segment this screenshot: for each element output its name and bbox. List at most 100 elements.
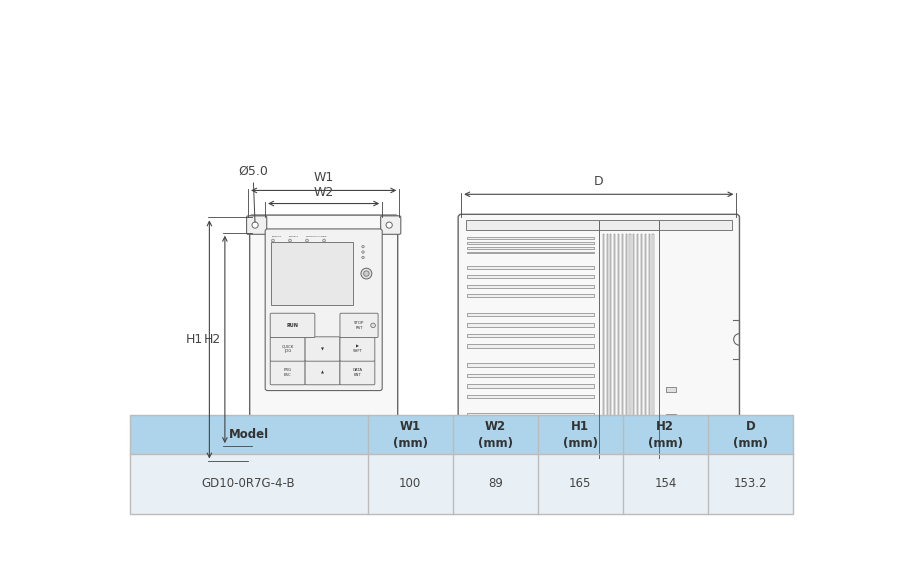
- Bar: [466, 220, 732, 230]
- Text: DATA
ENT: DATA ENT: [353, 369, 363, 377]
- Text: RUNNING: RUNNING: [272, 236, 282, 237]
- Circle shape: [252, 451, 258, 457]
- Bar: [467, 265, 594, 269]
- Bar: [594, 458, 604, 462]
- FancyBboxPatch shape: [458, 214, 740, 465]
- Bar: [467, 285, 594, 288]
- Bar: [607, 234, 608, 445]
- Bar: [652, 234, 653, 445]
- Text: H1: H1: [186, 333, 203, 346]
- Bar: [467, 247, 594, 248]
- Bar: [467, 251, 594, 253]
- Text: STOP
RST: STOP RST: [354, 321, 364, 330]
- Circle shape: [362, 251, 364, 253]
- Text: W2
(mm): W2 (mm): [478, 420, 513, 449]
- Bar: [130, 415, 793, 454]
- Bar: [467, 432, 594, 435]
- Text: W1
(mm): W1 (mm): [392, 420, 427, 449]
- Bar: [467, 413, 594, 416]
- Text: COMMUNICATION: COMMUNICATION: [305, 236, 324, 237]
- FancyBboxPatch shape: [305, 360, 340, 385]
- FancyBboxPatch shape: [270, 337, 305, 361]
- Circle shape: [306, 239, 309, 242]
- FancyBboxPatch shape: [266, 229, 382, 390]
- Text: 100: 100: [399, 478, 421, 490]
- Bar: [467, 333, 594, 338]
- FancyBboxPatch shape: [270, 360, 305, 385]
- Text: W1: W1: [313, 171, 334, 184]
- Text: 153.2: 153.2: [734, 478, 767, 490]
- FancyBboxPatch shape: [270, 313, 315, 338]
- Circle shape: [252, 222, 258, 228]
- Bar: [467, 394, 594, 398]
- Text: RUN: RUN: [286, 323, 299, 328]
- Bar: [641, 234, 642, 445]
- FancyBboxPatch shape: [293, 444, 354, 452]
- Circle shape: [386, 451, 392, 457]
- FancyBboxPatch shape: [340, 360, 374, 385]
- Text: Model: Model: [229, 428, 269, 441]
- Bar: [644, 234, 646, 445]
- Bar: [637, 234, 638, 445]
- Bar: [130, 415, 793, 514]
- Text: 89: 89: [488, 478, 503, 490]
- Bar: [614, 234, 616, 445]
- Bar: [467, 441, 594, 445]
- Circle shape: [323, 239, 326, 242]
- Circle shape: [362, 256, 364, 258]
- Text: ▶
SHFT: ▶ SHFT: [353, 345, 363, 353]
- Bar: [649, 234, 650, 445]
- Bar: [467, 237, 594, 239]
- FancyBboxPatch shape: [249, 215, 398, 464]
- Text: 154: 154: [654, 478, 677, 490]
- Bar: [467, 363, 594, 367]
- Circle shape: [364, 271, 369, 276]
- Bar: [467, 275, 594, 278]
- Bar: [467, 323, 594, 327]
- Bar: [467, 423, 594, 425]
- FancyBboxPatch shape: [247, 445, 266, 463]
- Bar: [610, 234, 611, 445]
- Bar: [271, 242, 353, 305]
- FancyBboxPatch shape: [340, 313, 378, 338]
- FancyBboxPatch shape: [305, 337, 340, 361]
- Circle shape: [386, 222, 392, 228]
- Bar: [629, 234, 631, 445]
- Bar: [618, 234, 619, 445]
- Bar: [665, 414, 676, 419]
- Text: TRIP: TRIP: [322, 236, 328, 237]
- Bar: [603, 234, 604, 445]
- Circle shape: [371, 323, 375, 328]
- Bar: [467, 384, 594, 388]
- Text: H2
(mm): H2 (mm): [648, 420, 683, 449]
- Circle shape: [289, 239, 292, 242]
- Bar: [130, 454, 793, 514]
- Text: ▼: ▼: [321, 347, 324, 351]
- FancyBboxPatch shape: [247, 216, 266, 234]
- Circle shape: [361, 268, 372, 279]
- Bar: [467, 242, 594, 244]
- Text: REVERSE: REVERSE: [288, 236, 299, 237]
- Text: GD10-0R7G-4-B: GD10-0R7G-4-B: [202, 478, 295, 490]
- Text: W2: W2: [313, 186, 334, 199]
- Text: 165: 165: [569, 478, 591, 490]
- Bar: [665, 387, 676, 392]
- FancyBboxPatch shape: [340, 337, 374, 361]
- Text: D
(mm): D (mm): [733, 420, 768, 449]
- Text: ▲: ▲: [321, 370, 324, 374]
- Circle shape: [362, 246, 364, 248]
- FancyBboxPatch shape: [381, 445, 400, 463]
- Bar: [467, 374, 594, 377]
- Bar: [467, 313, 594, 316]
- Text: QUICK
JOG: QUICK JOG: [282, 345, 293, 353]
- Text: H2: H2: [203, 333, 221, 346]
- FancyBboxPatch shape: [381, 216, 400, 234]
- Bar: [467, 294, 594, 297]
- Text: Ø5.0: Ø5.0: [238, 164, 268, 222]
- Text: PRG
ESC: PRG ESC: [284, 369, 292, 377]
- Text: D: D: [594, 175, 604, 188]
- Bar: [467, 344, 594, 348]
- Circle shape: [272, 239, 274, 242]
- Text: H1
(mm): H1 (mm): [562, 420, 598, 449]
- Bar: [622, 234, 623, 445]
